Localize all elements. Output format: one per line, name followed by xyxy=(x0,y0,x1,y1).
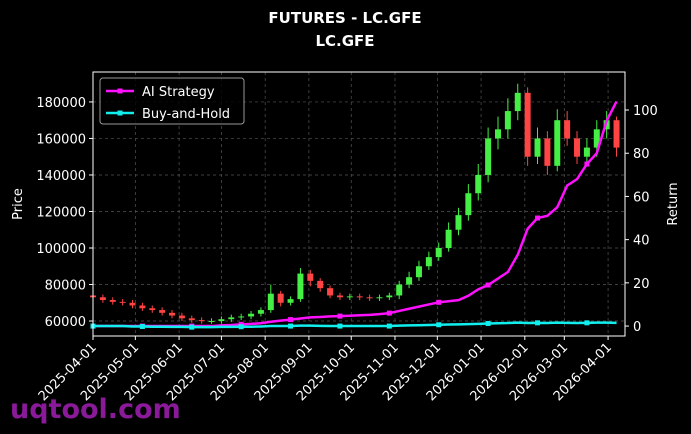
series-marker xyxy=(436,299,442,305)
candle-body xyxy=(218,319,225,322)
y-tick-label: 80000 xyxy=(45,279,86,294)
y2-tick-label: 20 xyxy=(633,277,650,292)
candle-body xyxy=(336,295,343,298)
y2-tick-label: 60 xyxy=(633,190,650,205)
series-marker xyxy=(337,313,343,319)
y2-tick-label: 40 xyxy=(633,234,650,249)
candle-body xyxy=(445,229,452,248)
candle-body xyxy=(475,174,482,194)
series-marker xyxy=(485,320,491,326)
legend-label: AI Strategy xyxy=(142,85,215,100)
candle-body xyxy=(435,248,442,258)
series-marker xyxy=(189,324,195,330)
series-marker xyxy=(485,282,491,288)
candle-body xyxy=(425,257,432,267)
candle-body xyxy=(406,277,413,285)
candle-body xyxy=(307,273,314,281)
candle-body xyxy=(356,296,363,298)
series-marker xyxy=(386,310,392,316)
candle-body xyxy=(366,297,373,299)
candle-body xyxy=(415,266,422,278)
y-tick-label: 120000 xyxy=(36,205,86,220)
legend-label: Buy-and-Hold xyxy=(142,107,230,122)
candle-body xyxy=(178,315,185,319)
candle-body xyxy=(208,321,215,323)
y-tick-label: 100000 xyxy=(36,242,86,257)
series-marker xyxy=(535,215,541,221)
series-marker xyxy=(584,161,590,167)
candle-body xyxy=(534,138,541,157)
candle-body xyxy=(504,111,511,130)
candle-body xyxy=(494,129,501,139)
candle-body xyxy=(267,293,274,311)
chart-subtitle: LC.GFE xyxy=(315,32,374,50)
candle-body xyxy=(544,138,551,166)
candle-body xyxy=(574,138,581,157)
candle-body xyxy=(524,92,531,157)
candle-body xyxy=(257,310,264,314)
y2-axis-label: Return xyxy=(666,182,681,225)
candle-body xyxy=(583,147,590,157)
candle-body xyxy=(613,120,620,148)
candle-body xyxy=(119,301,126,303)
series-marker xyxy=(386,323,392,329)
candle-body xyxy=(386,295,393,298)
legend-marker xyxy=(117,88,123,94)
candle-body xyxy=(188,318,195,321)
candle-body xyxy=(198,320,205,322)
candle-body xyxy=(238,316,245,318)
y-tick-label: 140000 xyxy=(36,169,86,184)
chart-title: FUTURES - LC.GFE xyxy=(268,9,421,27)
candle-body xyxy=(564,120,571,139)
candle-body xyxy=(277,293,284,303)
candle-body xyxy=(455,215,462,230)
y-axis-label: Price xyxy=(11,188,26,220)
y2-tick-label: 100 xyxy=(633,104,658,119)
series-marker xyxy=(139,323,145,329)
candle-body xyxy=(228,317,235,320)
series-marker xyxy=(288,317,294,323)
candle-body xyxy=(109,300,116,302)
y2-tick-label: 0 xyxy=(633,320,641,335)
watermark: uqtool.com xyxy=(10,394,181,425)
candle-body xyxy=(248,313,255,317)
legend-box xyxy=(99,77,245,125)
candle-body xyxy=(376,297,383,299)
candle-body xyxy=(169,312,176,316)
y2-tick-label: 80 xyxy=(633,147,650,162)
candle-body xyxy=(159,310,166,313)
y-tick-label: 60000 xyxy=(45,315,86,330)
candle-body xyxy=(297,273,304,300)
candle-body xyxy=(317,280,324,289)
candle-body xyxy=(149,308,156,311)
y-tick-label: 180000 xyxy=(36,96,86,111)
legend-marker xyxy=(117,110,123,116)
candle-body xyxy=(346,296,353,298)
series-marker xyxy=(436,322,442,328)
y-tick-label: 160000 xyxy=(36,132,86,147)
series-marker xyxy=(535,320,541,326)
candle-body xyxy=(99,297,106,301)
series-marker xyxy=(238,324,244,330)
candle-body xyxy=(396,284,403,296)
series-marker xyxy=(584,320,590,326)
candle-body xyxy=(287,299,294,303)
series-marker xyxy=(337,323,343,329)
candle-body xyxy=(465,193,472,216)
plot-frame xyxy=(92,71,626,337)
candle-body xyxy=(593,129,600,148)
candle-body xyxy=(129,302,136,306)
legend: AI Strategy Buy-and-Hold xyxy=(99,77,245,125)
candle-body xyxy=(327,288,334,296)
candle-body xyxy=(514,92,521,112)
series-line xyxy=(93,321,617,329)
candle-body xyxy=(554,120,561,166)
candle-body xyxy=(139,305,146,309)
candle-body xyxy=(485,138,492,175)
series-marker xyxy=(288,323,294,329)
